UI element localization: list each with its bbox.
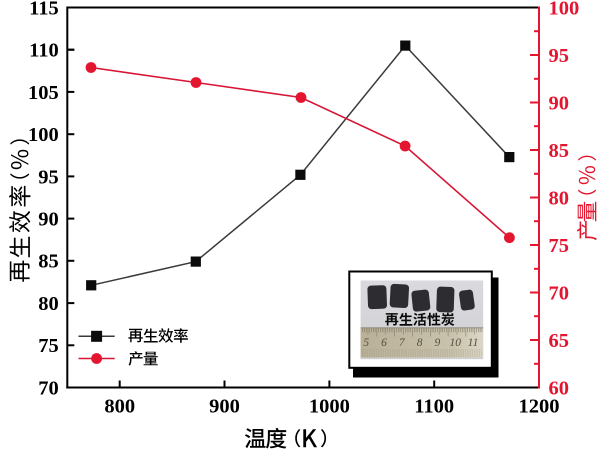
svg-text:1000: 1000 xyxy=(309,396,350,418)
svg-text:70: 70 xyxy=(38,377,59,399)
svg-text:8: 8 xyxy=(417,337,423,349)
svg-text:90: 90 xyxy=(38,209,59,231)
svg-text:1200: 1200 xyxy=(519,396,560,418)
svg-text:100: 100 xyxy=(28,124,59,146)
svg-text:100: 100 xyxy=(549,0,580,19)
svg-text:6: 6 xyxy=(381,337,387,349)
svg-text:60: 60 xyxy=(549,377,570,399)
svg-text:10: 10 xyxy=(449,337,461,349)
svg-text:7: 7 xyxy=(399,337,406,349)
svg-text:900: 900 xyxy=(209,396,240,418)
svg-text:80: 80 xyxy=(38,293,59,315)
svg-text:95: 95 xyxy=(38,166,59,188)
svg-text:11: 11 xyxy=(468,337,479,349)
svg-text:800: 800 xyxy=(104,396,135,418)
svg-text:75: 75 xyxy=(38,335,59,357)
svg-text:90: 90 xyxy=(549,92,570,114)
svg-text:5: 5 xyxy=(363,337,369,349)
svg-text:70: 70 xyxy=(549,282,570,304)
svg-text:85: 85 xyxy=(549,140,570,162)
svg-text:80: 80 xyxy=(549,187,570,209)
svg-text:105: 105 xyxy=(28,82,59,104)
svg-text:95: 95 xyxy=(549,45,570,67)
svg-text:75: 75 xyxy=(549,235,570,257)
svg-text:110: 110 xyxy=(29,40,59,62)
svg-text:9: 9 xyxy=(435,337,441,349)
svg-text:1100: 1100 xyxy=(414,396,454,418)
svg-text:115: 115 xyxy=(29,0,59,19)
svg-text:65: 65 xyxy=(549,330,570,352)
svg-text:85: 85 xyxy=(38,251,59,273)
